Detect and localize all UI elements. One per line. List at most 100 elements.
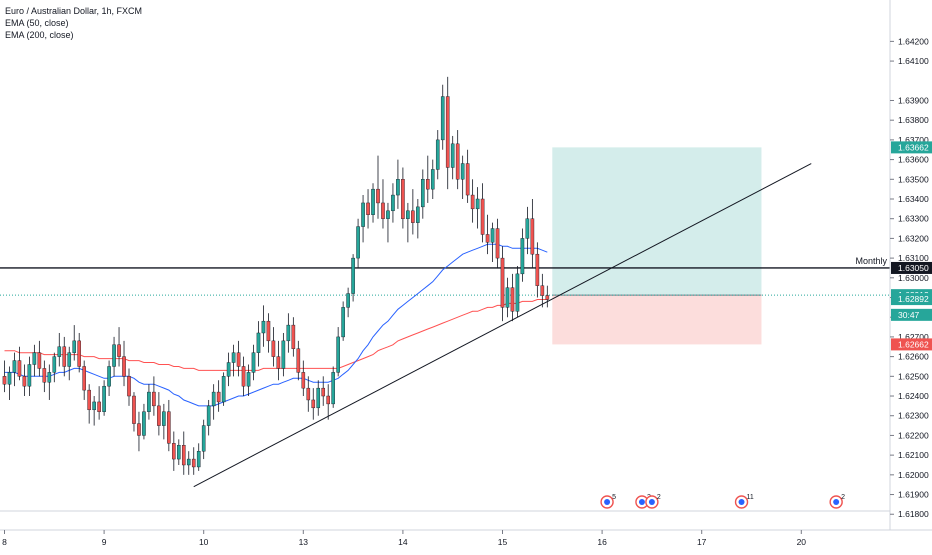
candle-body <box>331 372 335 405</box>
candle <box>7 366 12 400</box>
candle <box>157 392 161 436</box>
price-label-countdown: 30:47 <box>891 308 932 321</box>
price-label-bg <box>891 261 932 274</box>
indicator-ema-50[interactable]: EMA (50, close) <box>5 18 69 28</box>
candle <box>231 344 236 377</box>
candle <box>191 447 196 475</box>
time-tick-label: 15 <box>498 537 508 547</box>
time-tick-label: 14 <box>398 537 408 547</box>
candle <box>181 431 186 475</box>
candle <box>12 352 17 387</box>
candle-body <box>430 169 435 190</box>
event-marker[interactable]: 2 <box>829 494 845 509</box>
price-tick-label: 1.63200 <box>898 233 929 243</box>
candle-body <box>37 352 42 369</box>
price-label-stop: 1.62662 <box>891 338 932 351</box>
candle <box>331 366 335 408</box>
candle-body <box>376 188 380 204</box>
candle <box>266 313 271 353</box>
candle <box>426 155 430 203</box>
candle <box>480 183 485 243</box>
price-tick-label: 1.63400 <box>898 194 929 204</box>
candle-body <box>266 320 271 342</box>
price-tick-label: 1.63800 <box>898 115 929 125</box>
event-marker[interactable]: 5 <box>600 494 616 509</box>
event-marker-icon <box>833 499 840 505</box>
price-tick-label: 1.63700 <box>898 135 929 145</box>
candle-body <box>450 143 455 168</box>
candle-body <box>535 253 540 286</box>
candle <box>465 149 470 203</box>
candle <box>500 246 505 322</box>
candle-body <box>256 332 261 353</box>
price-label-bg <box>891 308 932 321</box>
candle-body <box>87 389 91 411</box>
ema-200-line <box>4 299 548 371</box>
candle-body <box>107 366 111 387</box>
candle <box>510 273 515 322</box>
candle <box>366 189 370 229</box>
event-marker[interactable]: 11 <box>734 494 754 509</box>
candle <box>132 392 136 432</box>
candle <box>356 218 360 268</box>
candle <box>42 360 47 393</box>
candle <box>540 273 545 308</box>
candle-body <box>157 405 161 426</box>
candle-body <box>421 179 425 208</box>
candle-body <box>301 372 306 389</box>
candle-body <box>401 179 405 219</box>
candle-body <box>241 366 246 387</box>
price-tick-label: 1.63500 <box>898 174 929 184</box>
ema-50-line <box>4 243 548 407</box>
candle <box>296 340 301 381</box>
price-tick-label: 1.62600 <box>898 352 929 362</box>
candle-body <box>42 368 47 383</box>
candle-body <box>321 387 326 397</box>
candle <box>391 183 395 223</box>
candle <box>102 380 106 416</box>
candle-body <box>525 218 530 239</box>
candle <box>485 214 490 255</box>
price-tick-label: 1.62400 <box>898 391 929 401</box>
price-tick-label: 1.62200 <box>898 430 929 440</box>
candle <box>107 360 111 397</box>
position-zones <box>552 147 762 345</box>
candle-body <box>221 376 226 403</box>
candle-body <box>396 179 400 196</box>
candle <box>2 360 7 393</box>
price-label-text: 1.63050 <box>898 263 929 273</box>
candle <box>281 332 286 377</box>
symbol-title[interactable]: Euro / Australian Dollar, 1h, FXCM <box>5 6 143 16</box>
candle <box>251 344 256 381</box>
price-tick-label: 1.62700 <box>898 332 929 342</box>
candle <box>460 155 465 199</box>
indicator-ema-200[interactable]: EMA (200, close) <box>5 30 74 40</box>
candle-body <box>530 218 535 255</box>
candle <box>147 384 151 420</box>
event-marker[interactable]: 2 <box>645 494 661 509</box>
candle <box>22 364 27 397</box>
candle-body <box>152 391 156 407</box>
candle-body <box>47 372 52 383</box>
candle-body <box>112 344 116 367</box>
candle <box>505 277 510 318</box>
candle <box>475 187 480 229</box>
candle <box>421 169 425 219</box>
candle-body <box>97 401 101 412</box>
candle-body <box>386 210 390 219</box>
event-marker-count: 2 <box>841 494 845 501</box>
candle <box>311 388 316 420</box>
candle <box>301 360 306 397</box>
price-label-text: 1.62662 <box>898 339 929 349</box>
candle <box>37 340 42 377</box>
candle-body <box>480 198 485 235</box>
candle <box>530 198 535 268</box>
candle-body <box>191 458 196 468</box>
candle <box>520 228 525 282</box>
price-tick-label: 1.61800 <box>898 509 929 519</box>
candle <box>122 340 126 387</box>
price-tick-label: 1.63100 <box>898 253 929 263</box>
event-marker-icon <box>648 499 655 505</box>
